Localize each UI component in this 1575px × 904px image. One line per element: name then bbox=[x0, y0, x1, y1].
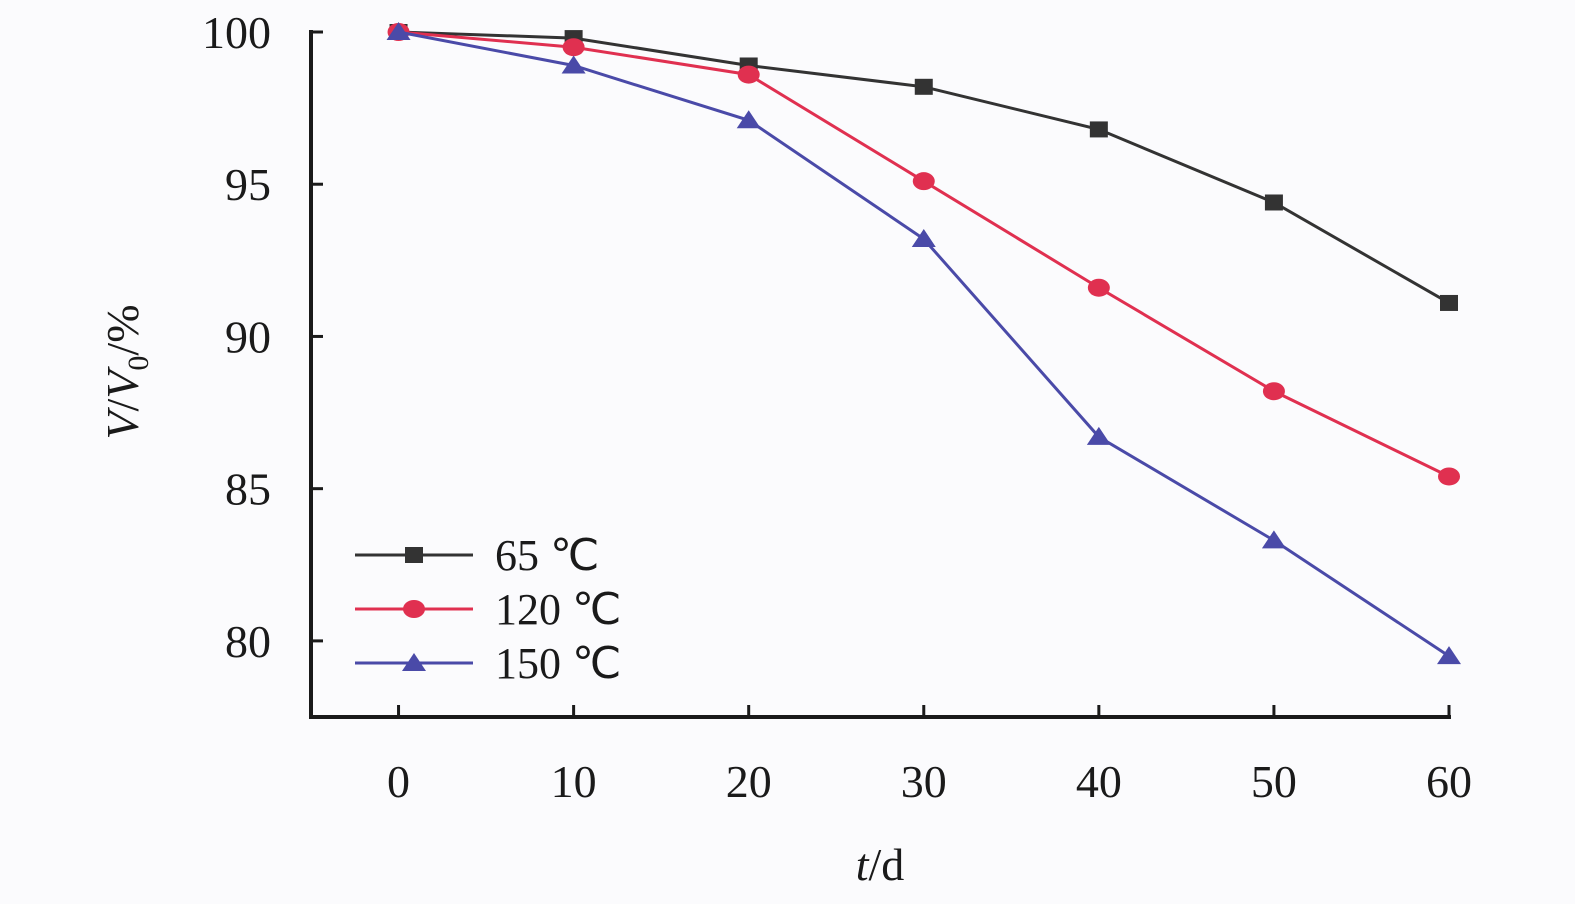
series-line bbox=[398, 30, 1450, 478]
y-tick-label: 85 bbox=[225, 464, 271, 515]
data-point bbox=[1264, 194, 1283, 211]
data-point bbox=[737, 65, 760, 84]
y-axis-title: V/V0/% bbox=[97, 304, 155, 439]
data-point bbox=[912, 172, 935, 191]
data-point bbox=[1438, 467, 1460, 486]
data-point bbox=[736, 110, 761, 129]
x-tick-label: 30 bbox=[901, 756, 947, 807]
y-tick-label: 90 bbox=[225, 311, 271, 362]
legend-item: 120 ℃ bbox=[355, 585, 621, 634]
data-point bbox=[911, 229, 936, 248]
legend-marker bbox=[405, 547, 423, 563]
data-point bbox=[1086, 426, 1111, 445]
legend-item: 150 ℃ bbox=[355, 639, 621, 688]
legend-label: 150 ℃ bbox=[495, 639, 621, 688]
legend-marker bbox=[403, 600, 425, 618]
axes bbox=[309, 30, 1451, 719]
data-point bbox=[562, 38, 585, 57]
data-point bbox=[1261, 530, 1286, 549]
x-tick-label: 20 bbox=[726, 756, 772, 807]
data-point bbox=[386, 22, 411, 40]
x-tick-label: 50 bbox=[1251, 756, 1297, 807]
x-tick-label: 0 bbox=[387, 756, 410, 807]
legend-label: 120 ℃ bbox=[495, 585, 621, 634]
data-point bbox=[1440, 294, 1458, 311]
x-tick-label: 60 bbox=[1426, 756, 1472, 807]
ticks: 80 85 90 95 100 0 10 20 30 40 50 60 bbox=[202, 7, 1472, 807]
data-point bbox=[1087, 278, 1110, 297]
legend-item: 65 ℃ bbox=[355, 531, 599, 580]
x-tick-label: 10 bbox=[551, 756, 597, 807]
series-layer bbox=[386, 22, 1461, 665]
legend-marker bbox=[402, 653, 426, 671]
series-2 bbox=[387, 23, 1460, 486]
x-axis-title: t/d bbox=[856, 839, 905, 890]
data-point bbox=[1089, 121, 1108, 138]
legend-label: 65 ℃ bbox=[495, 531, 599, 580]
series-3 bbox=[386, 22, 1461, 665]
y-tick-label: 80 bbox=[225, 616, 271, 667]
y-tick-label: 95 bbox=[225, 159, 271, 210]
legend: 65 ℃ 120 ℃ 150 ℃ bbox=[355, 531, 621, 688]
data-point bbox=[1437, 646, 1461, 665]
data-point bbox=[914, 78, 933, 95]
x-tick-label: 40 bbox=[1076, 756, 1122, 807]
data-point bbox=[1262, 382, 1285, 401]
series-1 bbox=[389, 24, 1458, 311]
data-point bbox=[561, 55, 586, 74]
series-line bbox=[398, 30, 1450, 305]
y-tick-label: 100 bbox=[202, 7, 271, 58]
